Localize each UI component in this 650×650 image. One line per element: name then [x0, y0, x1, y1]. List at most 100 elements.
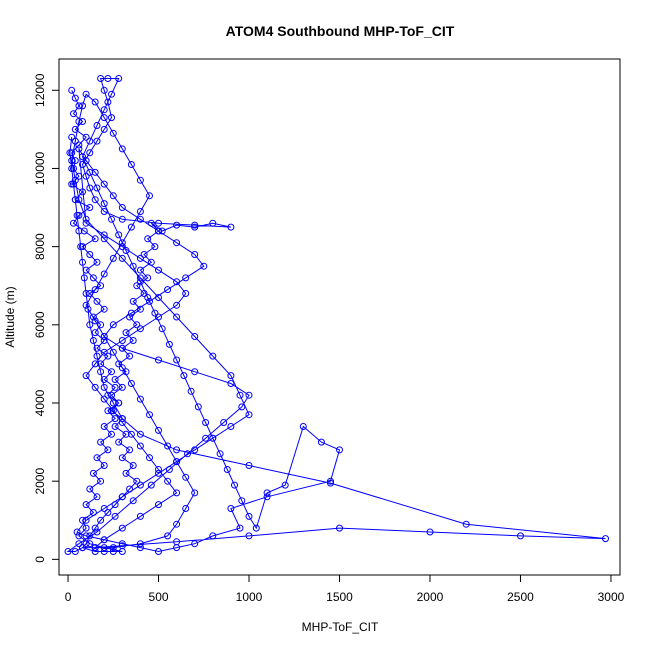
data-point [109, 321, 117, 329]
x-tick-label: 1000 [236, 590, 263, 604]
data-point [93, 137, 101, 145]
data-point [97, 282, 105, 290]
data-point [129, 337, 137, 344]
data-point [109, 407, 117, 415]
data-point [245, 512, 253, 520]
x-tick-label: 3000 [598, 590, 625, 604]
data-point [118, 540, 126, 548]
y-axis: 0 2000 4000 6000 8000 10000 12000 [33, 73, 60, 563]
data-point [75, 172, 83, 180]
data-point [126, 485, 134, 493]
data-point [82, 532, 90, 540]
data-point [426, 528, 434, 536]
data-point [100, 270, 108, 278]
data-point [227, 372, 235, 380]
data-point [115, 75, 123, 82]
data-point [104, 352, 112, 360]
data-point [136, 208, 144, 215]
data-point [173, 313, 181, 321]
data-point [104, 446, 112, 454]
data-point [136, 278, 144, 286]
data-point [104, 407, 112, 415]
data-point [165, 466, 173, 473]
data-point [108, 430, 115, 438]
data-point [151, 243, 159, 251]
data-point [118, 493, 126, 501]
data-point [115, 399, 123, 407]
data-point [263, 489, 271, 497]
data-point [75, 540, 83, 548]
data-point [118, 419, 126, 426]
data-point [97, 516, 105, 524]
data-point [126, 446, 134, 454]
data-point [86, 137, 94, 145]
data-point [122, 329, 130, 337]
data-point [263, 493, 271, 501]
data-point [75, 532, 83, 540]
data-point [86, 149, 94, 157]
data-point [158, 325, 166, 333]
data-point [127, 161, 135, 168]
data-point [91, 317, 99, 325]
data-point [122, 469, 130, 477]
data-point [202, 434, 210, 442]
data-point [82, 301, 90, 309]
data-point [109, 348, 117, 356]
data-point [97, 321, 105, 329]
data-point [100, 200, 108, 208]
data-point [104, 75, 112, 82]
data-point [100, 106, 108, 114]
data-point [227, 223, 235, 231]
data-point [86, 540, 94, 548]
data-point [68, 133, 76, 141]
data-point [238, 403, 246, 411]
data-point [238, 497, 246, 505]
data-point [209, 532, 217, 540]
data-point [209, 352, 217, 360]
data-point [155, 294, 162, 301]
data-point [140, 251, 148, 258]
data-point [75, 227, 83, 235]
data-point [129, 462, 137, 469]
plot-area [64, 75, 609, 555]
data-point [82, 219, 90, 227]
data-point [82, 215, 90, 223]
data-point [462, 520, 470, 528]
data-point [136, 254, 144, 262]
data-point [86, 321, 94, 329]
data-point [118, 243, 126, 251]
x-tick-label: 2500 [507, 590, 534, 604]
data-point [146, 192, 153, 200]
data-point [104, 98, 112, 106]
data-point [108, 215, 115, 223]
plot-frame [58, 58, 621, 576]
data-point [147, 219, 155, 227]
data-point [136, 274, 144, 282]
data-point [100, 333, 108, 340]
x-tick-label: 1500 [326, 590, 353, 604]
data-point [86, 485, 94, 493]
data-point [140, 290, 148, 297]
data-point [100, 462, 108, 469]
data-point [91, 168, 99, 176]
data-point [97, 75, 105, 82]
data-point [133, 282, 141, 290]
data-point [118, 524, 126, 532]
data-point [191, 368, 199, 376]
y-tick-label: 4000 [33, 389, 47, 416]
data-point [144, 235, 152, 243]
data-point [209, 219, 217, 227]
x-tick-label: 2000 [417, 590, 444, 604]
data-point [75, 145, 83, 153]
data-point [100, 235, 108, 243]
data-point [82, 516, 90, 524]
data-point [144, 274, 152, 282]
data-point [136, 325, 144, 333]
data-point [327, 479, 334, 487]
data-point [66, 149, 74, 157]
data-point [173, 221, 181, 229]
data-point [245, 411, 253, 419]
data-point [100, 208, 108, 215]
data-point [91, 360, 99, 368]
data-point [91, 524, 99, 532]
